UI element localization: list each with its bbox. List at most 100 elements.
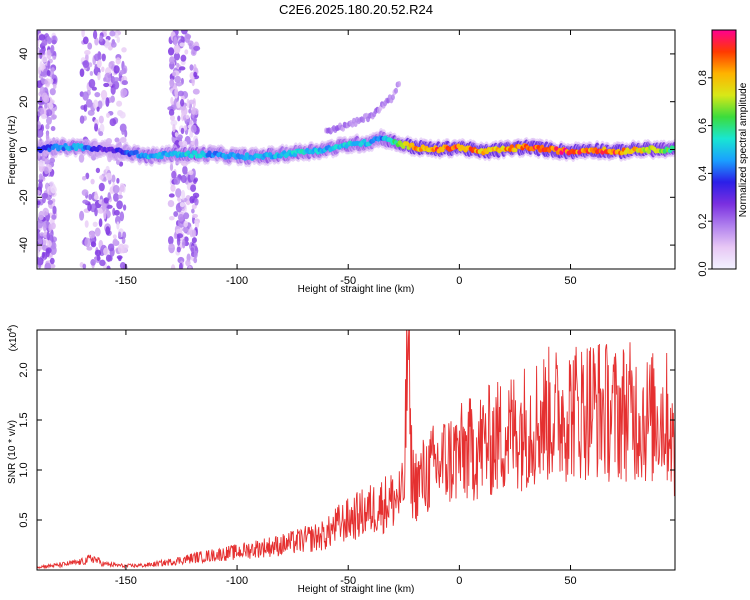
noise-blob [41,251,45,259]
noise-blob [84,237,91,248]
noise-blob [191,237,197,244]
noise-blob [173,176,181,185]
noise-blob [50,185,57,194]
noise-blob [38,178,44,183]
noise-blob [181,30,188,35]
x-tick-label: -100 [226,575,248,587]
x-tick-label: 0 [456,575,462,587]
noise-blob [190,184,197,193]
noise-blob [169,78,175,88]
noise-blob [175,188,182,198]
snr-y-axis-label: SNR (10 * v/v) [7,420,18,484]
noise-blob [49,157,56,164]
noise-blob [37,99,44,106]
noise-blob [88,78,96,89]
noise-blob [98,35,104,42]
ridge-core [134,149,139,155]
noise-blob [37,224,40,230]
noise-blob [116,100,123,107]
noise-blob [46,231,50,241]
noise-blob [113,77,120,82]
snr-scale-suffix: ) [8,325,19,328]
noise-blob [184,49,189,55]
noise-blob [44,166,49,175]
noise-blob [90,241,97,248]
noise-blob [49,172,54,177]
noise-blob [38,34,46,41]
noise-blob [44,103,48,109]
y-tick-label: 40 [18,48,30,60]
noise-blob [87,109,95,116]
noise-blob [117,243,125,254]
noise-blob [79,68,85,77]
noise-blob [45,248,50,258]
noise-blob [94,207,98,217]
noise-blob [176,62,180,68]
noise-blob [104,38,110,49]
noise-blob [38,159,46,167]
noise-blob [170,264,176,269]
noise-blob [87,42,93,50]
noise-blob [116,177,120,184]
noise-blob [84,49,91,56]
noise-blob [116,159,120,165]
noise-blob [193,250,198,259]
noise-blob [178,66,186,71]
noise-blob [38,181,43,190]
noise-blob [98,208,103,214]
noise-blob [194,220,200,229]
noise-blob [113,80,120,90]
noise-blob [79,115,85,124]
noise-blob [167,47,175,56]
noise-blob [37,128,43,139]
noise-blob [94,53,100,62]
noise-blob [78,154,85,163]
noise-blob [181,189,186,200]
noise-blob [103,247,109,256]
noise-blob [105,254,112,262]
noise-blob [117,231,122,239]
noise-blob [171,170,177,179]
noise-blob [168,243,175,249]
noise-blob [194,198,199,206]
snr-y-ticks: 0.5 1.0 1.5 2.0 [18,362,675,528]
noise-blob [52,55,57,60]
noise-blob [193,178,197,184]
noise-blob [105,226,111,236]
noise-blob [109,118,117,127]
x-tick-label: 0 [456,275,462,287]
noise-blob [88,193,93,201]
noise-blob [103,82,110,88]
noise-blob [48,103,54,109]
noise-blob [94,227,101,237]
noise-blob [176,246,181,253]
y-tick-label: -20 [18,189,30,205]
noise-blob [41,40,48,46]
noise-blob [171,71,177,77]
noise-blob [193,257,198,264]
noise-blob [94,123,99,132]
noise-blob [52,84,57,89]
noise-blob [96,106,100,112]
noise-blob [185,114,190,120]
x-tick-label: -100 [226,275,248,287]
noise-blob [49,181,55,187]
noise-blob [193,71,198,78]
noise-blob [37,200,41,206]
noise-blob [39,61,43,71]
x-tick-label: -50 [340,575,356,587]
noise-blob [114,209,120,216]
noise-blob [81,30,85,38]
noise-blob [38,173,43,181]
noise-blob [101,53,106,62]
noise-blob [168,216,175,221]
noise-blob [189,64,194,71]
colorbar-label: Normalized spectral amplitude [738,82,749,217]
noise-blob [81,189,89,196]
noise-blob [93,99,99,110]
noise-blob [40,113,48,120]
noise-blob [119,211,125,222]
snr-scale-exponent: 4 [7,328,14,332]
noise-blob [90,178,95,185]
noise-blob [81,175,87,181]
